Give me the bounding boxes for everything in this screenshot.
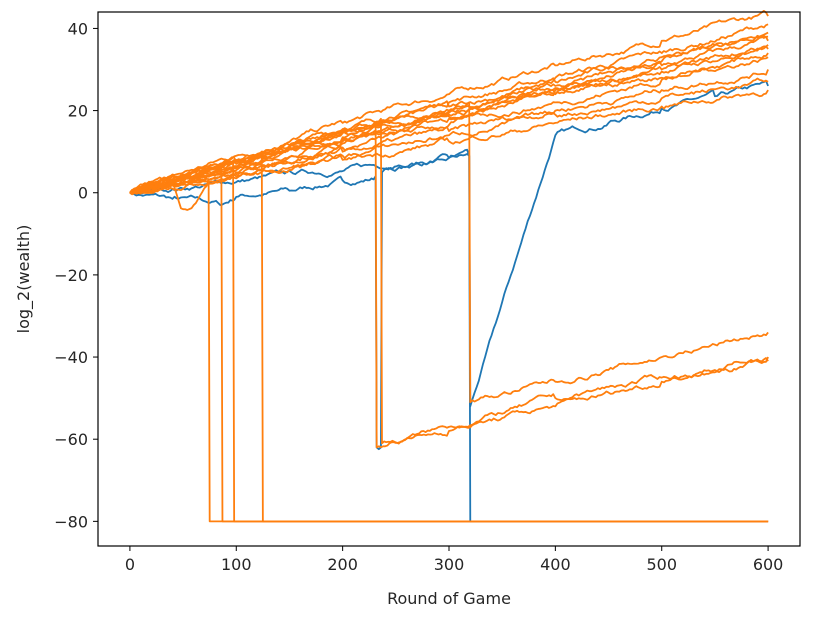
series-line-orange <box>129 77 769 194</box>
y-tick-label: −80 <box>54 512 88 531</box>
series-line-orange <box>129 35 769 194</box>
x-tick-label: 400 <box>540 555 571 574</box>
series-line-orange <box>129 167 769 523</box>
y-tick-label: 20 <box>68 102 88 121</box>
y-ticks: −80 −60 −40 −20 0 20 40 <box>54 19 98 531</box>
series-line-orange <box>129 23 769 194</box>
series-line-orange <box>129 31 769 194</box>
x-tick-label: 600 <box>753 555 784 574</box>
y-axis-label: log_2(wealth) <box>14 225 34 334</box>
series-line-blue <box>129 148 769 523</box>
series-line-orange <box>129 34 769 195</box>
series-line-orange <box>129 89 769 195</box>
series-line-blue <box>129 79 769 451</box>
y-tick-label: −60 <box>54 430 88 449</box>
series-line-orange <box>129 9 769 194</box>
x-ticks: 0 100 200 300 400 500 600 <box>125 546 784 574</box>
series-line-orange <box>129 52 769 194</box>
series-line-orange <box>129 154 769 523</box>
series-line-orange <box>129 56 769 194</box>
y-tick-label: −40 <box>54 348 88 367</box>
series-layer <box>129 9 769 523</box>
y-tick-label: −20 <box>54 266 88 285</box>
y-tick-label: 40 <box>68 19 88 38</box>
x-tick-label: 200 <box>327 555 358 574</box>
x-tick-label: 0 <box>125 555 135 574</box>
series-line-orange <box>129 101 769 404</box>
x-tick-label: 300 <box>434 555 465 574</box>
x-tick-label: 100 <box>221 555 252 574</box>
series-line-orange <box>129 179 769 523</box>
series-line-orange <box>129 161 769 523</box>
x-tick-label: 500 <box>646 555 677 574</box>
x-axis-label: Round of Game <box>387 589 511 608</box>
y-tick-label: 0 <box>78 184 88 203</box>
series-line-orange <box>129 69 769 195</box>
